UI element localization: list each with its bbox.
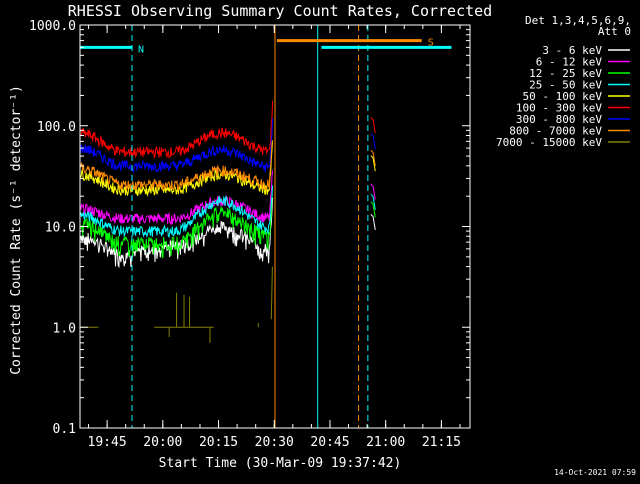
y-tick-label: 10.0 (45, 221, 76, 236)
y-tick-label: 1000.0 (29, 19, 76, 34)
series-line (80, 266, 273, 343)
legend-header: Att 0 (598, 25, 631, 38)
legend-entry-label: 300 - 800 keV (516, 113, 602, 126)
series-line (80, 140, 376, 197)
chart-title: RHESSI Observing Summary Count Rates, Co… (68, 2, 492, 20)
y-tick-label: 0.1 (53, 422, 76, 437)
x-tick-label: 20:45 (310, 435, 349, 450)
x-tick-label: 20:30 (255, 435, 294, 450)
timestamp: 14-Oct-2021 07:59 (554, 468, 636, 477)
marker-label: S (428, 38, 434, 49)
y-tick-label: 1.0 (53, 321, 76, 336)
series-line (80, 185, 376, 239)
legend-entry-label: 12 - 25 keV (529, 67, 602, 80)
legend-entry-label: 6 - 12 keV (536, 56, 603, 69)
marker-label: N (138, 44, 144, 55)
x-tick-label: 20:15 (199, 435, 238, 450)
y-axis-label: Corrected Count Rate (s⁻¹ detector⁻¹) (9, 85, 24, 375)
series-line (80, 194, 376, 259)
legend-header: Det 1,3,4,5,6,9, (525, 14, 631, 27)
x-tick-label: 20:00 (143, 435, 182, 450)
series-line (80, 170, 376, 227)
legend-entry-label: 800 - 7000 keV (509, 125, 602, 138)
legend-entry-label: 7000 - 15000 keV (496, 136, 602, 149)
series-line (80, 139, 376, 191)
legend-entry-label: 50 - 100 keV (523, 90, 603, 103)
x-tick-label: 19:45 (88, 435, 127, 450)
legend-entry-label: 100 - 300 keV (516, 102, 602, 115)
legend-entry-label: 3 - 6 keV (542, 44, 602, 57)
x-axis-label: Start Time (30-Mar-09 19:37:42) (159, 456, 402, 471)
series-line (80, 100, 376, 159)
series-line (80, 118, 376, 174)
legend-entry-label: 25 - 50 keV (529, 79, 602, 92)
x-tick-label: 21:15 (422, 435, 461, 450)
y-tick-label: 100.0 (37, 120, 76, 135)
x-tick-label: 21:00 (366, 435, 405, 450)
